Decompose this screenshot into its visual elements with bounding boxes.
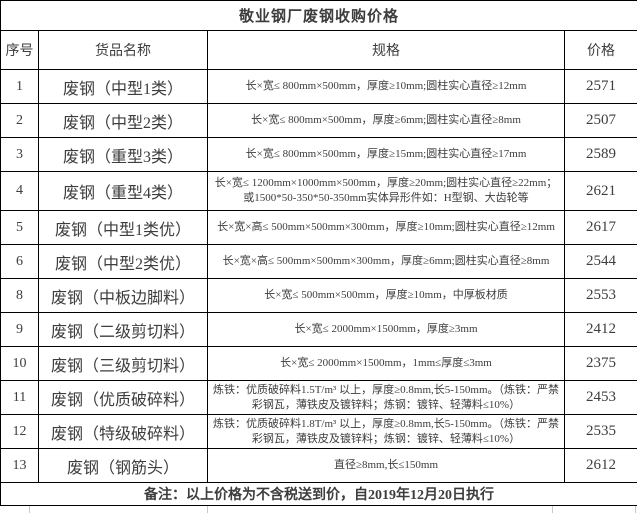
table-row: 11 废钢（优质破碎料） 炼铁：优质破碎料1.5T/m³ 以上，厚度≥0.8mm…	[0, 380, 637, 415]
table-row: 6 废钢（中型2类优） 长×宽×高≤ 500mm×500mm×300mm，厚度≥…	[0, 244, 637, 279]
row-price: 2589	[563, 137, 637, 172]
partial-next-row-gridlines	[0, 506, 637, 513]
row-no: 6	[0, 244, 39, 279]
row-spec: 长×宽≤ 2000mm×1500mm，1mm≤厚度≤3mm	[207, 346, 565, 381]
row-price: 2612	[563, 448, 637, 483]
row-name: 废钢（重型4类）	[38, 171, 208, 211]
row-no: 1	[0, 69, 39, 104]
footer-row: 备注：以上价格为不含税送到价，自2019年12月20日执行	[0, 482, 637, 506]
table-row: 13 废钢（钢筋头） 直径≥8mm,长≤150mm 2612	[0, 448, 637, 483]
row-spec: 长×宽×高≤ 500mm×500mm×300mm，厚度≥10mm;圆柱实心直径≥…	[207, 210, 565, 245]
table-row: 10 废钢（三级剪切料） 长×宽≤ 2000mm×1500mm，1mm≤厚度≤3…	[0, 346, 637, 381]
column-header-name: 货品名称	[38, 30, 208, 70]
row-no: 10	[0, 346, 39, 381]
row-no: 4	[0, 171, 39, 211]
table-row: 3 废钢（重型3类） 长×宽≤ 800mm×500mm，厚度≥15mm;圆柱实心…	[0, 137, 637, 172]
page-title: 敬业钢厂废钢收购价格	[0, 0, 637, 31]
row-price: 2507	[563, 103, 637, 138]
row-price: 2535	[563, 414, 637, 449]
column-header-spec: 规格	[207, 30, 565, 70]
gridline	[207, 506, 208, 513]
row-price: 2553	[563, 278, 637, 313]
gridline	[552, 506, 553, 513]
row-name: 废钢（特级破碎料）	[38, 414, 208, 449]
row-spec: 长×宽≤ 800mm×500mm，厚度≥6mm;圆柱实心直径≥8mm	[207, 103, 565, 138]
table-row: 5 废钢（中型1类优） 长×宽×高≤ 500mm×500mm×300mm，厚度≥…	[0, 210, 637, 245]
row-name: 废钢（三级剪切料）	[38, 346, 208, 381]
table-row: 4 废钢（重型4类） 长×宽≤ 1200mm×1000mm×500mm，厚度≥2…	[0, 171, 637, 211]
row-price: 2571	[563, 69, 637, 104]
footer-note: 备注：以上价格为不含税送到价，自2019年12月20日执行	[0, 482, 637, 506]
title-row: 敬业钢厂废钢收购价格	[0, 0, 637, 31]
row-name: 废钢（优质破碎料）	[38, 380, 208, 415]
row-name: 废钢（二级剪切料）	[38, 312, 208, 347]
row-name: 废钢（中型2类优）	[38, 244, 208, 279]
row-price: 2453	[563, 380, 637, 415]
scrap-price-table: 敬业钢厂废钢收购价格 序号 货品名称 规格 价格 1 废钢（中型1类） 长×宽≤…	[0, 0, 637, 506]
table-row: 12 废钢（特级破碎料） 炼铁：优质破碎料1.8T/m³ 以上，厚度≥0.8mm…	[0, 414, 637, 449]
row-spec: 长×宽≤ 800mm×500mm，厚度≥15mm;圆柱实心直径≥17mm	[207, 137, 565, 172]
row-spec: 长×宽≤ 800mm×500mm，厚度≥10mm;圆柱实心直径≥12mm	[207, 69, 565, 104]
row-price: 2375	[563, 346, 637, 381]
table-row: 8 废钢（中板边脚料） 长×宽≤ 500mm×500mm，厚度≥10mm，中厚板…	[0, 278, 637, 313]
row-spec: 直径≥8mm,长≤150mm	[207, 448, 565, 483]
row-no: 3	[0, 137, 39, 172]
row-no: 5	[0, 210, 39, 245]
row-price: 2621	[563, 171, 637, 211]
gridline	[29, 506, 30, 513]
row-no: 13	[0, 448, 39, 483]
row-price: 2544	[563, 244, 637, 279]
row-no: 11	[0, 380, 39, 415]
row-spec: 长×宽≤ 1200mm×1000mm×500mm，厚度≥20mm;圆柱实心直径≥…	[207, 171, 565, 211]
row-no: 2	[0, 103, 39, 138]
row-spec: 炼铁：优质破碎料1.5T/m³ 以上，厚度≥0.8mm,长5-150mm。（炼铁…	[207, 380, 565, 415]
table-row: 9 废钢（二级剪切料） 长×宽≤ 2000mm×1500mm，厚度≥3mm 24…	[0, 312, 637, 347]
row-no: 9	[0, 312, 39, 347]
row-name: 废钢（重型3类）	[38, 137, 208, 172]
row-name: 废钢（钢筋头）	[38, 448, 208, 483]
row-name: 废钢（中型2类）	[38, 103, 208, 138]
row-no: 8	[0, 278, 39, 313]
row-spec: 炼铁：优质破碎料1.8T/m³ 以上，厚度≥0.8mm,长5-150mm。（炼铁…	[207, 414, 565, 449]
row-price: 2412	[563, 312, 637, 347]
row-spec: 长×宽×高≤ 500mm×500mm×300mm，厚度≥6mm;圆柱实心直径≥8…	[207, 244, 565, 279]
row-price: 2617	[563, 210, 637, 245]
gridline	[635, 506, 636, 513]
table-row: 1 废钢（中型1类） 长×宽≤ 800mm×500mm，厚度≥10mm;圆柱实心…	[0, 69, 637, 104]
column-header-no: 序号	[0, 30, 39, 70]
table-header-row: 序号 货品名称 规格 价格	[0, 30, 637, 70]
row-name: 废钢（中板边脚料）	[38, 278, 208, 313]
table-row: 2 废钢（中型2类） 长×宽≤ 800mm×500mm，厚度≥6mm;圆柱实心直…	[0, 103, 637, 138]
row-no: 12	[0, 414, 39, 449]
row-name: 废钢（中型1类）	[38, 69, 208, 104]
row-spec: 长×宽≤ 2000mm×1500mm，厚度≥3mm	[207, 312, 565, 347]
column-header-price: 价格	[563, 30, 637, 70]
row-name: 废钢（中型1类优）	[38, 210, 208, 245]
row-spec: 长×宽≤ 500mm×500mm，厚度≥10mm，中厚板材质	[207, 278, 565, 313]
